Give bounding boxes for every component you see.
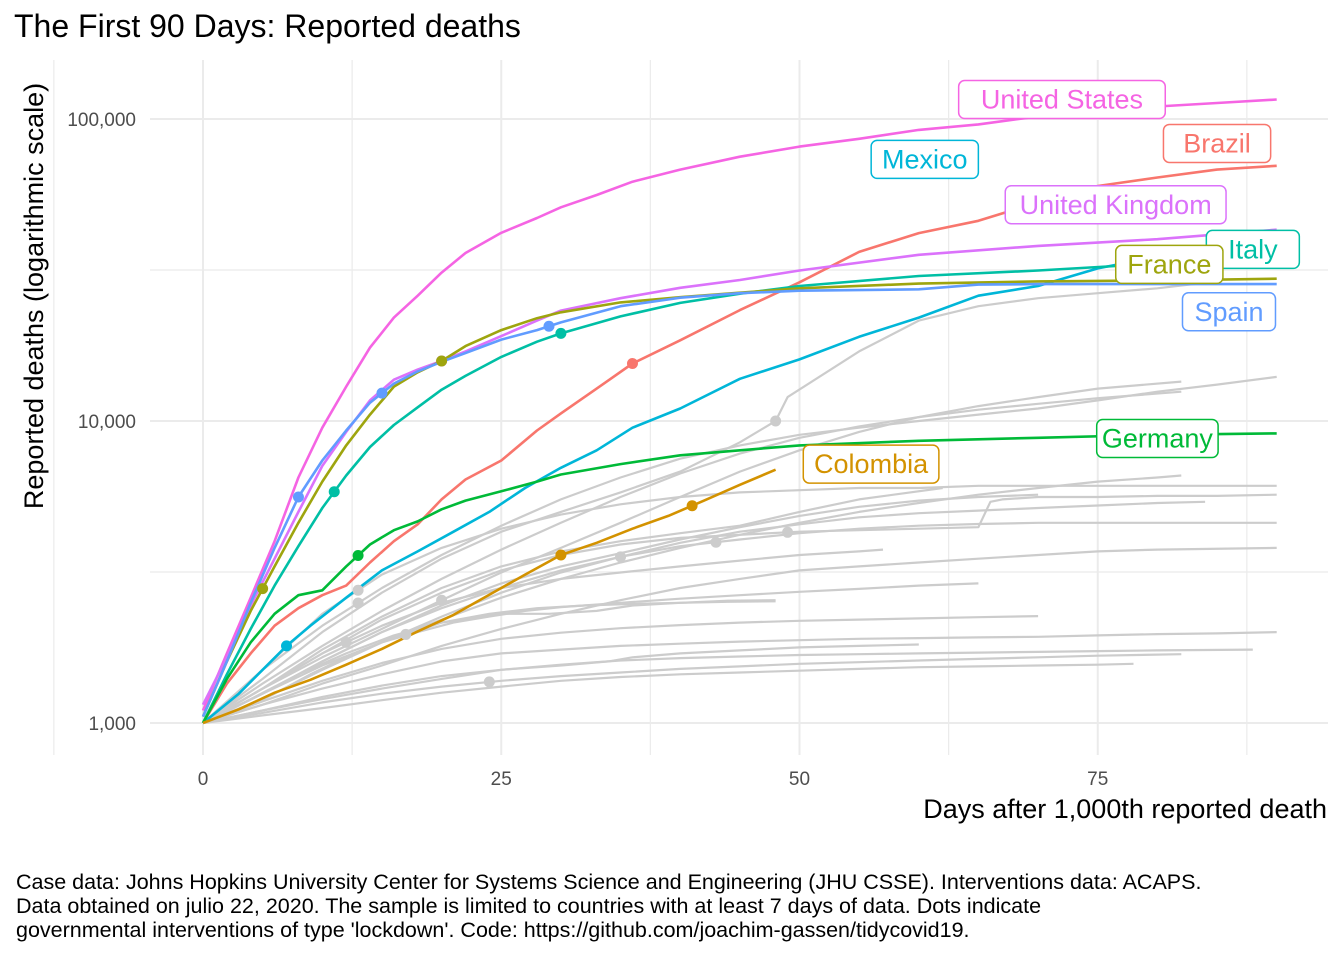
x-axis-title: Days after 1,000th reported death — [923, 794, 1327, 824]
y-tick-label: 1,000 — [88, 714, 136, 735]
lockdown-dot-italy — [328, 486, 340, 498]
x-tick-label: 25 — [491, 769, 512, 790]
label-text-colombia: Colombia — [814, 449, 929, 479]
lockdown-dot-spain — [543, 320, 555, 332]
axes-layer: 0 25 50 75 1,000 10,000 100,000 Days after 1,00… — [19, 83, 1327, 824]
background-lockdown-dot — [710, 536, 722, 548]
label-text-united-kingdom: United Kingdom — [1020, 190, 1212, 220]
label-france: France — [1114, 244, 1224, 285]
lockdown-dot-germany — [352, 549, 364, 561]
background-lockdown-dot — [352, 597, 364, 609]
background-series-line — [202, 615, 1039, 725]
label-box-brazil — [1162, 123, 1272, 164]
label-germany: Germany — [1095, 418, 1219, 459]
series-line-spain — [201, 282, 1277, 718]
label-box-colombia — [802, 444, 940, 484]
background-series-line — [202, 484, 1277, 724]
background-lockdown-dot — [400, 628, 412, 640]
x-tick-label: 50 — [789, 769, 810, 790]
lockdown-dot-italy — [555, 327, 567, 339]
y-tick-label: 10,000 — [78, 412, 136, 433]
background-lockdown-dot — [782, 526, 794, 538]
label-box-germany — [1095, 418, 1219, 459]
lockdown-dot-colombia — [686, 500, 698, 512]
background-series-line — [202, 631, 1277, 725]
lockdown-dots-layer — [257, 320, 794, 688]
series-line-italy — [201, 255, 1277, 724]
label-text-brazil: Brazil — [1183, 128, 1251, 158]
lockdown-dot-colombia — [555, 549, 567, 561]
series-line-united-kingdom — [201, 228, 1277, 706]
background-series-line — [202, 600, 776, 724]
label-text-france: France — [1127, 249, 1211, 279]
y-tick-label: 100,000 — [67, 110, 136, 131]
chart-title: The First 90 Days: Reported deaths — [14, 8, 521, 44]
label-text-spain: Spain — [1194, 297, 1263, 327]
label-brazil: Brazil — [1162, 123, 1272, 164]
series-line-france — [201, 277, 1277, 718]
lockdown-dot-mexico — [281, 640, 293, 652]
lockdown-dot-france — [257, 583, 269, 595]
label-text-germany: Germany — [1102, 424, 1214, 454]
lockdown-dot-spain — [292, 491, 304, 503]
y-axis-title: Reported deaths (logarithmic scale) — [19, 83, 49, 509]
background-series-line — [202, 493, 1277, 724]
background-lockdown-dot — [340, 636, 352, 648]
background-series-line — [202, 643, 919, 725]
background-series-line — [202, 653, 1182, 725]
label-text-united-states: United States — [981, 85, 1143, 115]
background-lockdown-dot — [352, 584, 364, 596]
background-series-line — [202, 648, 1253, 725]
background-series-line — [202, 474, 1182, 725]
background-lockdown-dot — [770, 415, 782, 427]
label-box-mexico — [870, 139, 980, 180]
background-lockdown-dot — [436, 594, 448, 606]
x-tick-label: 0 — [198, 769, 209, 790]
label-mexico: Mexico — [870, 139, 980, 180]
caption-line-2: Data obtained on julio 22, 2020. The sam… — [16, 894, 1042, 918]
label-box-spain — [1181, 292, 1277, 332]
series-line-united-states — [201, 98, 1277, 712]
country-labels-layer: United States Brazil Mexico United Kingdom I… — [802, 79, 1301, 484]
background-lockdown-dot — [615, 551, 627, 563]
background-series-line — [202, 375, 1277, 724]
label-box-france — [1114, 244, 1224, 285]
lockdown-dot-brazil — [626, 358, 638, 370]
background-series-line — [202, 546, 1277, 725]
caption: Case data: Johns Hopkins University Cent… — [16, 870, 1336, 942]
label-united-kingdom: United Kingdom — [1004, 185, 1227, 225]
label-text-italy: Italy — [1228, 234, 1278, 264]
chart-plot: United States Brazil Mexico United Kingdom I… — [19, 60, 1328, 824]
series-line-mexico — [202, 236, 1277, 725]
x-tick-label: 75 — [1087, 769, 1108, 790]
label-text-mexico: Mexico — [882, 144, 968, 174]
caption-line-3: governmental interventions of type 'lock… — [16, 918, 970, 942]
background-series-layer — [202, 280, 1277, 725]
label-italy: Italy — [1205, 229, 1301, 270]
background-series-line — [202, 280, 1218, 724]
label-box-united-kingdom — [1004, 185, 1227, 225]
label-box-united-states — [957, 79, 1167, 120]
lockdown-dot-spain — [376, 387, 388, 399]
lockdown-dot-france — [436, 355, 448, 367]
label-colombia: Colombia — [802, 444, 940, 484]
label-united-states: United States — [957, 79, 1167, 120]
series-line-colombia — [202, 468, 777, 725]
caption-line-1: Case data: Johns Hopkins University Cent… — [16, 870, 1202, 894]
background-series-line — [202, 390, 1182, 724]
background-series-line — [202, 662, 1134, 725]
series-line-germany — [201, 432, 1277, 724]
background-lockdown-dot — [483, 676, 495, 688]
label-spain: Spain — [1181, 292, 1277, 332]
